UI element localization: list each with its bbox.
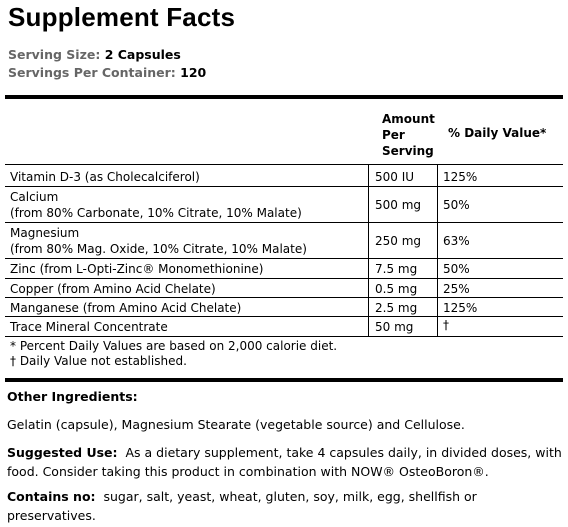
nutrient-name: Calcium [10,190,59,204]
dv-column-divider [437,165,438,336]
footnote-not-established: † Daily Value not established. [10,354,187,368]
nutrient-source: (from 80% Mag. Oxide, 10% Citrate, 10% M… [10,242,307,256]
nutrient-daily-value: 50% [443,198,470,212]
contains-no-text: sugar, salt, yeast, wheat, gluten, soy, … [7,489,477,523]
suggested-use-text: As a dietary supplement, take 4 capsules… [7,445,562,479]
top-divider [5,95,563,99]
footnote-daily-values: * Percent Daily Values are based on 2,00… [10,339,338,353]
serving-size: Serving Size: 2 Capsules [8,47,181,62]
serving-size-label: Serving Size: [8,47,101,62]
nutrient-name: Magnesium [10,226,80,240]
row-divider [5,278,563,279]
amount-per-serving-header: Amount Per Serving [382,111,442,159]
servings-per-container: Servings Per Container: 120 [8,65,206,80]
nutrient-name: Zinc (from L-Opti-Zinc® Monomethionine) [10,262,264,276]
nutrient-amount: 500 IU [375,170,415,184]
page-title: Supplement Facts [8,2,236,32]
serving-size-value: 2 Capsules [104,47,181,62]
nutrient-amount: 250 mg [375,234,422,248]
suggested-use: Suggested Use: As a dietary supplement, … [7,443,563,481]
nutrient-daily-value: † [443,318,449,332]
contains-no-label: Contains no: [7,489,96,504]
nutrient-daily-value: 50% [443,262,470,276]
nutrient-name: Trace Mineral Concentrate [10,320,168,334]
header-divider [5,164,563,165]
amount-header-line: Per [382,128,405,142]
other-ingredients-heading: Other Ingredients: [7,389,138,404]
servings-per-container-label: Servings Per Container: [8,65,176,80]
row-divider [5,297,563,298]
nutrient-name: Manganese (from Amino Acid Chelate) [10,301,242,315]
nutrient-source: (from 80% Carbonate, 10% Citrate, 10% Ma… [10,206,302,220]
daily-value-header: % Daily Value* [448,126,547,140]
nutrient-amount: 0.5 mg [375,282,418,296]
nutrient-daily-value: 25% [443,282,470,296]
row-divider [5,258,563,259]
contains-no: Contains no: sugar, salt, yeast, wheat, … [7,487,563,525]
amount-header-line: Serving [382,144,434,158]
nutrient-amount: 2.5 mg [375,301,418,315]
nutrient-amount: 50 mg [375,320,414,334]
nutrient-name: Vitamin D-3 (as Cholecalciferol) [10,170,200,184]
other-ingredients-text: Gelatin (capsule), Magnesium Stearate (v… [7,417,465,432]
bottom-divider [5,378,563,382]
nutrient-name: Copper (from Amino Acid Chelate) [10,282,216,296]
servings-per-container-value: 120 [180,65,207,80]
amount-column-divider [368,165,369,336]
amount-header-line: Amount [382,112,435,126]
nutrient-daily-value: 63% [443,234,470,248]
nutrient-daily-value: 125% [443,301,478,315]
row-divider [5,222,563,223]
row-divider [5,316,563,317]
nutrient-daily-value: 125% [443,170,478,184]
nutrient-amount: 7.5 mg [375,262,418,276]
row-divider [5,186,563,187]
nutrient-amount: 500 mg [375,198,422,212]
suggested-use-label: Suggested Use: [7,445,118,460]
table-bottom-divider [5,336,563,337]
